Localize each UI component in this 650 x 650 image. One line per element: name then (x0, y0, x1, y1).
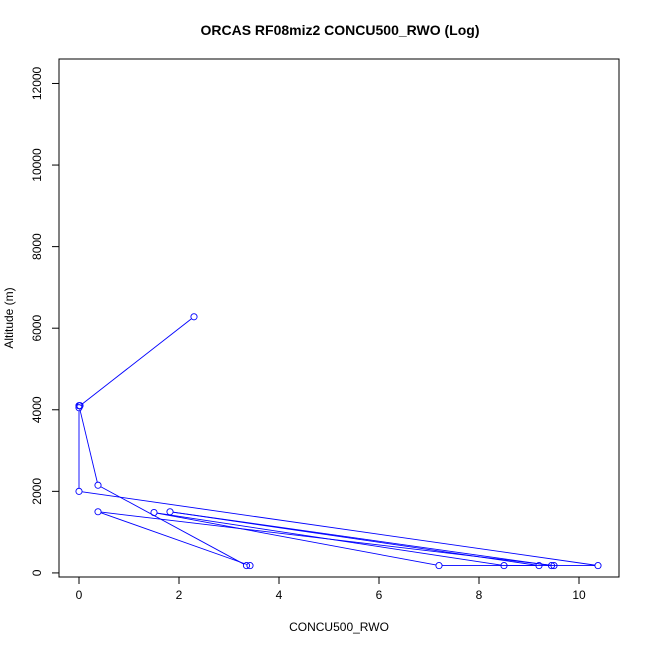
x-tick-label: 4 (276, 588, 283, 602)
y-tick-label: 6000 (30, 315, 44, 342)
series-segment (82, 491, 595, 566)
series-segment (100, 512, 248, 565)
data-point (94, 508, 102, 516)
x-tick-label: 2 (176, 588, 183, 602)
y-tick-label: 4000 (30, 396, 44, 423)
y-tick-label: 12000 (30, 66, 44, 100)
series-segment (157, 512, 436, 566)
series-segment (82, 318, 192, 405)
data-point (75, 402, 83, 410)
x-axis: 0 2 4 6 8 10 (76, 576, 586, 602)
y-tick-label: 8000 (30, 233, 44, 260)
series-segment (173, 511, 536, 566)
y-tick-label: 10000 (30, 148, 44, 182)
y-tick-label: 2000 (30, 478, 44, 505)
data-point (166, 508, 174, 516)
data-point (550, 562, 558, 570)
series-layer (75, 313, 602, 570)
series-segment (157, 512, 501, 566)
data-point (594, 562, 602, 570)
x-tick-label: 6 (376, 588, 383, 602)
data-point (94, 481, 102, 489)
x-tick-label: 0 (76, 588, 83, 602)
series-segment (100, 486, 244, 565)
chart-title: ORCAS RF08miz2 CONCU500_RWO (Log) (200, 22, 479, 38)
data-point (190, 313, 198, 321)
y-tick-label: 0 (30, 569, 44, 576)
data-point (435, 562, 443, 570)
plot-frame (58, 58, 620, 578)
data-point (242, 562, 251, 570)
data-point (75, 487, 83, 495)
data-point (75, 404, 83, 412)
data-point (547, 562, 556, 570)
data-point (500, 562, 508, 570)
data-point (246, 562, 254, 570)
data-point (150, 509, 158, 517)
series-segment (79, 408, 98, 483)
y-axis-label: Altitude (m) (2, 287, 16, 348)
y-axis: 0 2000 4000 6000 8000 10000 12000 (30, 66, 60, 576)
x-tick-label: 10 (572, 588, 586, 602)
data-point (535, 562, 543, 570)
x-axis-label: CONCU500_RWO (289, 620, 389, 634)
x-tick-label: 8 (476, 588, 483, 602)
